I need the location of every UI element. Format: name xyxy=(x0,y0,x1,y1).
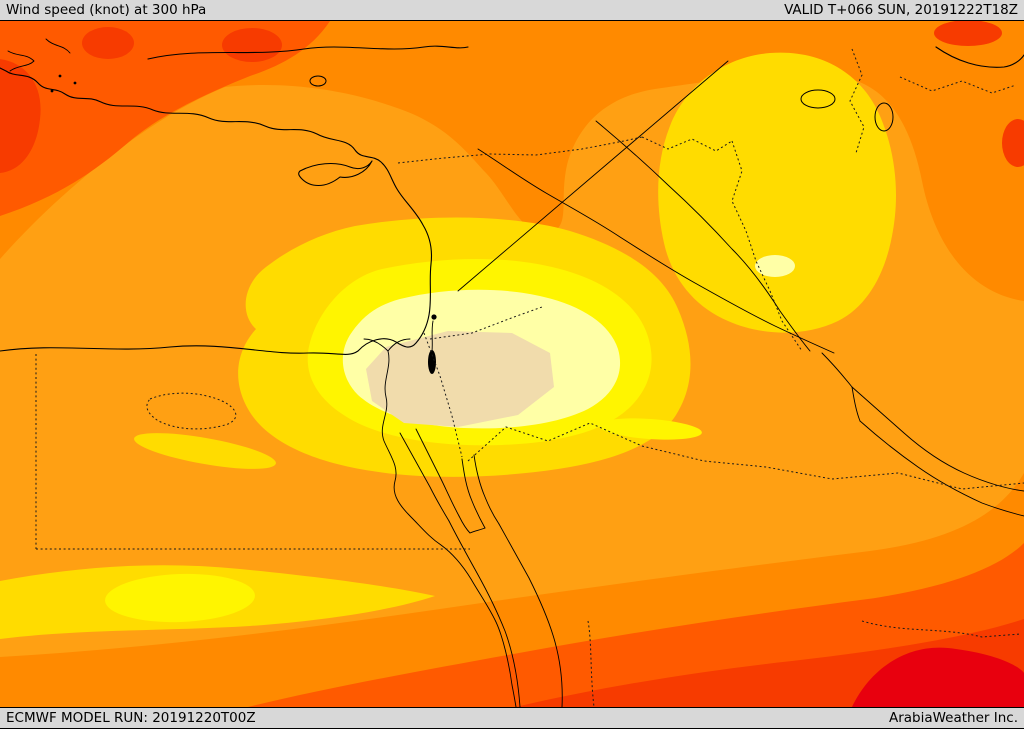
contour-orange-red-topleft xyxy=(0,21,330,216)
contour-dark-orange-top xyxy=(0,21,1024,301)
aegean-island xyxy=(50,89,54,93)
border-syria-jordan xyxy=(429,306,543,340)
gulf-of-suez-coast xyxy=(399,428,460,522)
sea-of-galilee xyxy=(431,314,437,320)
border-iran-iraq xyxy=(731,140,803,352)
cyprus-coastline xyxy=(298,160,373,187)
valid-time-label: VALID T+066 SUN, 20191222T18Z xyxy=(784,2,1018,18)
contour-deep-red-bottomright xyxy=(852,647,1024,707)
contour-bright-yellow-tongue-east xyxy=(598,418,702,440)
contour-red-spot-right-edge xyxy=(1002,119,1024,167)
border-turkey-iraq-iran xyxy=(641,136,733,152)
persian-gulf-north-coast xyxy=(851,386,1024,492)
contour-red-left-edge xyxy=(0,59,41,173)
header-bar: Wind speed (knot) at 300 hPa VALID T+066… xyxy=(0,0,1024,21)
map-title: Wind speed (knot) at 300 hPa xyxy=(6,2,207,18)
nile-delta xyxy=(363,338,411,352)
border-jordan-saudi-iraq xyxy=(467,422,1024,490)
contour-bright-lens-bottomleft xyxy=(105,573,255,623)
contour-red-spot-anatolia xyxy=(222,28,282,62)
sinai-tip-coast xyxy=(458,515,486,534)
contour-gold-right xyxy=(658,52,896,333)
red-sea-east-coast xyxy=(498,523,563,707)
nile-river xyxy=(381,350,517,707)
contour-pale-spot-right xyxy=(755,255,795,277)
model-run-label: ECMWF MODEL RUN: 20191220T00Z xyxy=(6,710,256,726)
tigris-river xyxy=(595,120,811,352)
lake-tuz xyxy=(309,75,327,87)
contour-wheat-core xyxy=(366,331,554,427)
border-turkey-iran-north xyxy=(849,48,865,154)
contour-red-spot-topright xyxy=(934,21,1002,46)
aegean-island xyxy=(73,81,77,85)
jordan-river xyxy=(431,320,434,352)
lake-urmia xyxy=(874,102,894,132)
qattara-depression-outline xyxy=(146,392,237,430)
credit-label: ArabiaWeather Inc. xyxy=(888,710,1018,726)
contour-red-spot-aegean xyxy=(82,27,134,59)
dead-sea xyxy=(428,350,436,374)
euphrates-river xyxy=(477,148,835,354)
red-sea-west-coast xyxy=(448,520,521,707)
border-turkey-syria xyxy=(397,136,643,164)
aegean-coast-detail xyxy=(7,38,71,72)
contour-gold-streak-sw xyxy=(134,433,276,469)
caspian-coastline xyxy=(935,46,1024,68)
weather-map xyxy=(0,21,1024,707)
border-saudi-south xyxy=(861,620,1021,638)
lake-van xyxy=(800,89,836,109)
black-sea-coastline xyxy=(147,45,469,60)
mediterranean-coastline xyxy=(0,67,433,355)
aegean-island xyxy=(58,74,62,78)
border-sudan-south xyxy=(587,620,595,707)
gulf-of-aqaba-coast xyxy=(461,454,500,529)
border-caucasus xyxy=(899,76,1017,94)
footer-bar: ECMWF MODEL RUN: 20191220T00Z ArabiaWeat… xyxy=(0,707,1024,729)
syria-iraq-border-line xyxy=(457,60,729,292)
